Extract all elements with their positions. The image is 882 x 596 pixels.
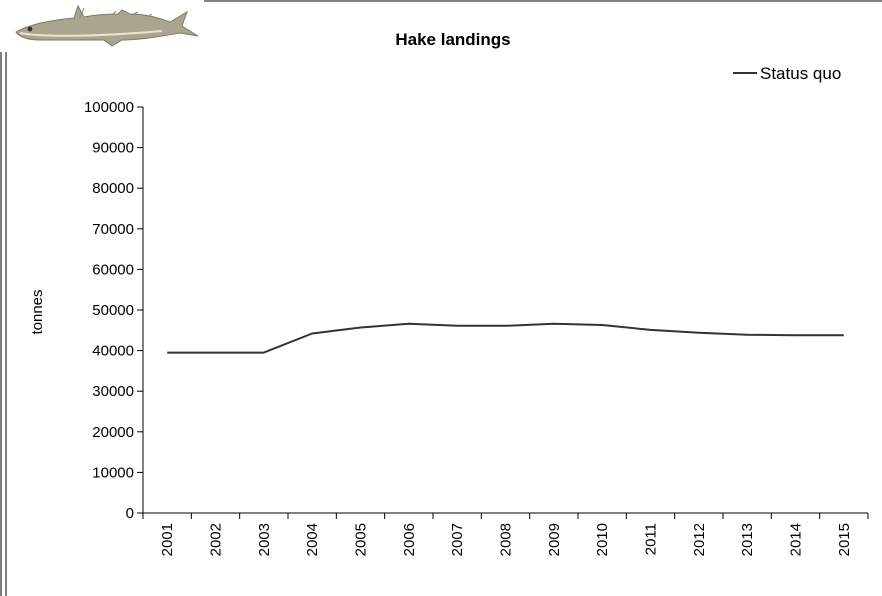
y-tick-label: 70000 [92,221,134,238]
x-tick-label: 2013 [739,523,756,556]
x-tick-label: 2003 [256,523,273,556]
y-tick-label: 80000 [92,180,134,197]
y-tick-label: 60000 [92,261,134,278]
x-tick-label: 2006 [401,523,418,556]
x-tick-label: 2012 [691,523,708,556]
y-axis-label: tonnes [29,289,46,334]
y-tick-label: 90000 [92,140,134,157]
hake-fish-icon [15,4,199,47]
y-tick-label: 40000 [92,343,134,360]
x-tick-label: 2009 [546,523,563,556]
series-layer [167,322,844,354]
x-tick-label: 2010 [594,523,611,556]
x-tick-label: 2005 [353,523,370,556]
y-tick-label: 10000 [92,464,134,481]
legend: Status quo [733,64,841,83]
chart-title: Hake landings [395,30,510,49]
y-tick-label: 20000 [92,424,134,441]
y-tick-label: 0 [126,505,134,522]
x-tick-label: 2015 [836,523,853,556]
x-tick-label: 2002 [208,523,225,556]
x-tick-label: 2001 [159,523,176,556]
y-axis: 0 10000 20000 30000 40000 50000 60000 70000 8000… [84,99,144,522]
x-tick-label: 2004 [304,523,321,556]
legend-label: Status quo [760,64,841,83]
x-tick-label: 2008 [498,523,515,556]
y-tick-label: 100000 [84,99,134,116]
y-tick-label: 30000 [92,383,134,400]
x-tick-label: 2007 [449,523,466,556]
x-tick-label: 2014 [788,523,805,556]
series-line-status-quo [167,322,844,354]
x-tick-label: 2011 [643,523,660,555]
x-axis: 2001 2002 2003 2004 2005 2006 2007 2008 2009 2010… [142,512,869,556]
y-tick-label: 50000 [92,302,134,319]
